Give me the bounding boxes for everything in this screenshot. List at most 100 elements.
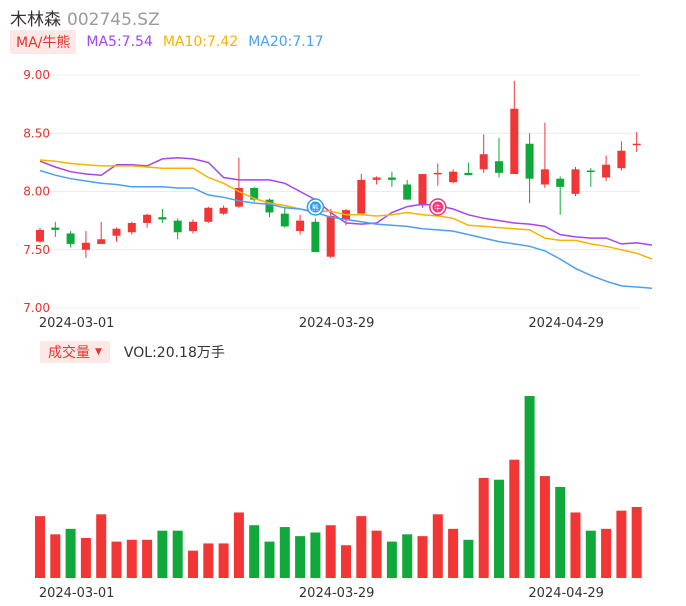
candle [97,221,106,244]
candle [403,179,412,200]
candle [66,231,75,248]
candle-body [602,164,611,178]
x-tick-label: 2024-03-01 [39,316,115,331]
volume-bar [279,527,290,578]
candle-body [173,220,182,233]
candle-body [81,242,90,250]
candle [51,221,60,237]
volume-bar [50,534,61,578]
candle [158,208,167,223]
volume-bar [249,525,260,578]
volume-bar [494,479,504,578]
candle-body [127,222,136,233]
candle-body [158,217,167,220]
candle-body [372,177,381,180]
candle [173,218,182,240]
candle [449,169,458,184]
candle [81,231,90,258]
marker-label: 牛 [434,203,441,212]
candle-body [311,221,320,253]
volume-x-tick-label: 2024-03-01 [39,586,115,601]
volume-bar [142,539,153,578]
marker-dot [309,201,321,213]
volume-bar [233,512,244,578]
volume-bar [478,477,489,578]
candle [204,206,213,223]
y-tick-label: 7.00 [23,301,50,315]
candle [540,122,549,189]
candle-body [449,171,458,183]
caret-down-icon: ▼ [95,347,102,357]
candle-body [234,188,243,207]
candle [586,168,595,187]
candle-body [51,227,60,230]
candle-body [617,150,626,169]
candle [234,157,243,208]
marker-dot [432,201,444,213]
candle [632,132,641,152]
volume-bar [35,516,45,578]
volume-bar [448,528,459,578]
volume-bar [417,536,428,578]
volume-bar [616,510,627,578]
candle [418,174,427,208]
volume-bar [570,512,581,578]
volume-bar [402,534,413,578]
candle [602,155,611,182]
candle [112,227,121,242]
volume-bar [432,514,443,578]
volume-bar [310,532,321,578]
volume-bar [585,530,596,578]
candle [250,186,259,202]
volume-bar [539,476,550,578]
ma10-legend: MA10:7.42 [162,34,239,50]
stock-code: 002745.SZ [67,10,160,30]
volume-bar [295,536,306,578]
candle [525,133,534,204]
volume-bar [555,487,566,578]
candle [127,221,136,235]
candle-body [418,174,427,206]
ma5-line [39,156,653,246]
candle-body [571,169,580,194]
volume-bar [80,537,91,578]
candle-body [265,199,274,213]
volume-bar [65,528,76,578]
candle [143,213,152,228]
candle-body [66,233,75,244]
volume-x-tick-label: 2024-03-29 [299,586,375,601]
volume-bar [341,545,351,578]
candle [479,134,488,173]
indicator-type-selector[interactable]: MA/牛熊 [10,30,77,54]
volume-bar [463,539,474,578]
volume-bar [371,530,382,578]
ma20-line [39,169,653,289]
candle-body [540,169,549,185]
candle [617,141,626,171]
volume-bar [126,539,137,578]
volume-bar [509,459,520,578]
candle-body [296,220,305,232]
volume-bar [386,541,397,578]
volume-value: VOL:20.18万手 [123,345,225,361]
signal-marker[interactable]: 熊 [306,198,325,216]
y-tick-label: 8.50 [23,126,50,140]
volume-bar [264,541,275,578]
candle-body [510,108,519,175]
candle-body [464,172,473,176]
volume-bar [325,525,336,578]
candle-body [326,215,335,257]
volume-bar [172,530,183,578]
candle [495,137,503,178]
volume-indicator-selector[interactable]: 成交量 ▼ [40,341,110,363]
candle [280,206,289,228]
candle-body [204,207,213,222]
volume-bar [356,516,367,578]
candle [219,205,228,215]
signal-marker[interactable]: 牛 [429,198,447,216]
candle-body [112,228,121,236]
candle [387,171,396,187]
marker-label: 熊 [312,203,319,212]
candle-body [36,229,44,242]
